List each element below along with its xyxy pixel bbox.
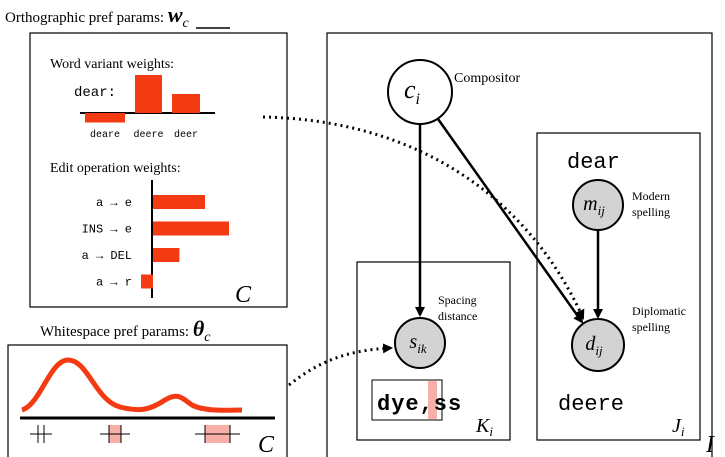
dotted-arrow xyxy=(263,117,583,318)
node-label: Compositor xyxy=(454,71,520,86)
bar xyxy=(153,195,205,209)
node-label: Diplomatic xyxy=(632,304,686,318)
bar-label: deere xyxy=(133,129,163,141)
word-heading: Word variant weights: xyxy=(50,57,174,72)
plate-label: C xyxy=(235,282,252,308)
plate-label: Ki xyxy=(475,415,493,439)
plate-label: Ji xyxy=(672,415,685,439)
bar-label: a → r xyxy=(96,276,132,290)
modern-word: dear xyxy=(567,150,620,175)
bar xyxy=(135,75,162,113)
ws-curve xyxy=(22,360,242,410)
node-label: Modern xyxy=(632,189,670,203)
node-label: distance xyxy=(438,309,477,323)
bar xyxy=(172,94,200,113)
plate-label: C xyxy=(258,432,275,457)
ws-spans xyxy=(30,425,240,443)
bar-label: a → DEL xyxy=(82,249,132,263)
image-text: dye,ss xyxy=(377,392,462,417)
edit-heading: Edit operation weights: xyxy=(50,161,181,176)
bar xyxy=(85,113,125,123)
bar-label: deer xyxy=(174,129,198,141)
bar-label: deare xyxy=(90,129,120,141)
bar-label: a → e xyxy=(96,196,132,210)
bar xyxy=(141,275,153,289)
node-label: Spacing xyxy=(438,293,477,307)
bar xyxy=(153,248,179,262)
word: dear: xyxy=(74,85,116,101)
node-compositor xyxy=(388,60,452,124)
plate-label: I xyxy=(705,432,715,457)
ortho-title: Orthographic pref params: wc xyxy=(5,2,190,31)
bar xyxy=(153,222,229,236)
bar-label: INS → e xyxy=(82,223,132,237)
node-label: spelling xyxy=(632,205,670,219)
diplomatic-word: deere xyxy=(558,392,624,417)
figure: Orthographic pref params: wc Word varian… xyxy=(0,0,725,457)
ws-box xyxy=(8,345,287,457)
edit-bars: a → e INS → e a → DEL a → r xyxy=(82,195,229,290)
dotted-arrow xyxy=(289,348,391,385)
node-label: spelling xyxy=(632,320,670,334)
ws-title: Whitespace pref params: θc xyxy=(40,316,211,345)
